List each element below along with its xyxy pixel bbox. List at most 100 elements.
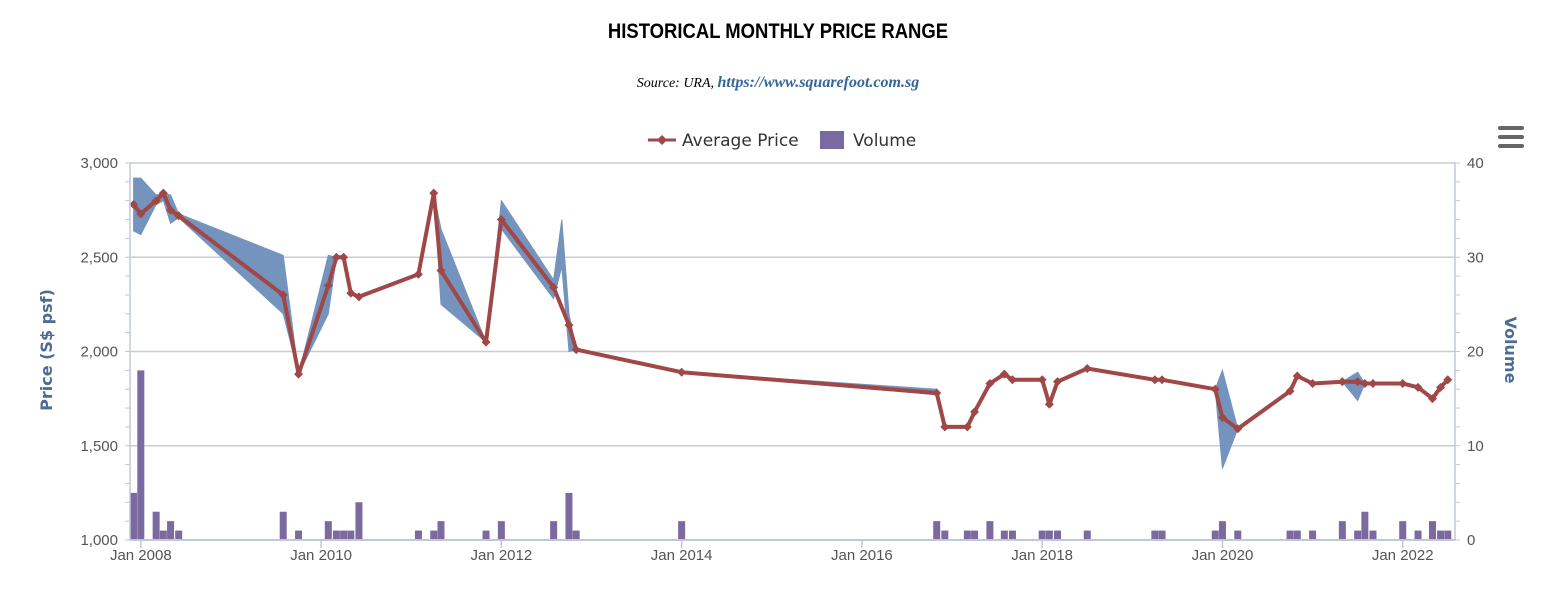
source-link[interactable]: https://www.squarefoot.com.sg [717,74,920,91]
price-point [331,252,341,262]
volume-bar [933,521,941,540]
price-point [999,369,1009,379]
chart-title: HISTORICAL MONTHLY PRICE RANGE [607,20,949,43]
x-tick-label: Jan 2008 [110,547,172,564]
volume-bar [1151,530,1159,540]
price-point [1217,412,1227,422]
volume-bar [430,530,438,540]
grid-lines [130,162,1455,541]
legend: Average Price Volume [648,131,916,151]
volume-bar [678,521,686,540]
volume-bar [152,511,160,540]
legend-volume-swatch [820,131,844,149]
volume-bar [482,530,490,540]
volume-bar [1428,521,1436,540]
price-point [1150,375,1160,385]
x-tick-label: Jan 2020 [1192,547,1254,564]
volume-bar [971,530,979,540]
price-point [413,269,423,279]
price-point [549,282,559,292]
y-right-tick-label: 30 [1467,249,1484,266]
volume-bar [1354,530,1362,540]
volume-bar [1158,530,1166,540]
price-point [1285,386,1295,396]
legend-label-volume: Volume [853,131,916,151]
volume-bar [565,492,573,540]
volume-bar [414,530,422,540]
volume-bar [1083,530,1091,540]
y-left-tick-label: 2,000 [80,344,118,361]
price-point [136,209,146,219]
x-tick-label: Jan 2012 [470,547,532,564]
chart-menu-icon[interactable] [1496,124,1526,150]
price-point [158,188,168,198]
y-right-tick-label: 10 [1467,438,1484,455]
price-point [932,388,942,398]
price-point [1157,375,1167,385]
price-point [294,369,304,379]
volume-bar [1286,530,1294,540]
average-price-line [129,188,1453,434]
volume-bar [1399,521,1407,540]
y-axis-left-title: Price (S$ psf) [37,289,56,411]
price-point [1413,382,1423,392]
volume-bar [437,521,445,540]
price-point [429,188,439,198]
legend-item-average-price[interactable]: Average Price [648,131,799,151]
price-point [962,422,972,432]
volume-bar [1338,521,1346,540]
volume-bar [332,530,340,540]
volume-bar [1369,530,1377,540]
x-tick-label: Jan 2018 [1011,547,1073,564]
price-point [677,367,687,377]
volume-bar [1000,530,1008,540]
x-tick-label: Jan 2016 [831,547,893,564]
y-left-tick-label: 1,000 [80,532,118,549]
volume-bar [1008,530,1016,540]
y-right-tick-label: 20 [1467,344,1484,361]
y-left-tick-label: 1,500 [80,438,118,455]
price-point [1337,377,1347,387]
x-tick-label: Jan 2022 [1372,547,1434,564]
price-point [278,290,288,300]
volume-bar [1309,530,1317,540]
price-point [323,281,333,291]
volume-bar [1038,530,1046,540]
legend-label-average-price: Average Price [682,131,799,151]
volume-bar [130,492,138,540]
price-point [1353,377,1363,387]
volume-bar [941,530,949,540]
legend-item-volume[interactable]: Volume [820,131,916,151]
volume-bar [1293,530,1301,540]
price-point [1436,382,1446,392]
price-point [481,337,491,347]
price-range-area [133,177,1449,469]
price-point [1037,375,1047,385]
axes: 1,000 1,500 2,000 2,500 3,000 0 10 20 30 40 Jan 20… [80,155,1483,564]
price-point [436,265,446,275]
volume-bar [1045,530,1053,540]
price-point [985,379,995,389]
price-point [496,215,506,225]
source-prefix: Source: URA, [636,76,718,91]
volume-bar [986,521,994,540]
volume-bar [159,530,167,540]
price-point [354,292,364,302]
price-point [1007,375,1017,385]
volume-bar [1361,511,1369,540]
volume-bar [295,530,303,540]
price-point [1360,379,1370,389]
price-range-band [133,177,1449,469]
volume-bar [355,502,363,540]
volume-bar [1437,530,1445,540]
volume-bar [550,521,558,540]
volume-bar [1211,530,1219,540]
volume-bar [1414,530,1422,540]
price-point [940,422,950,432]
price-point [151,196,161,206]
average-price-path [131,191,1450,431]
price-point [174,211,184,221]
price-point [1053,377,1062,387]
y-left-tick-label: 3,000 [80,155,118,172]
